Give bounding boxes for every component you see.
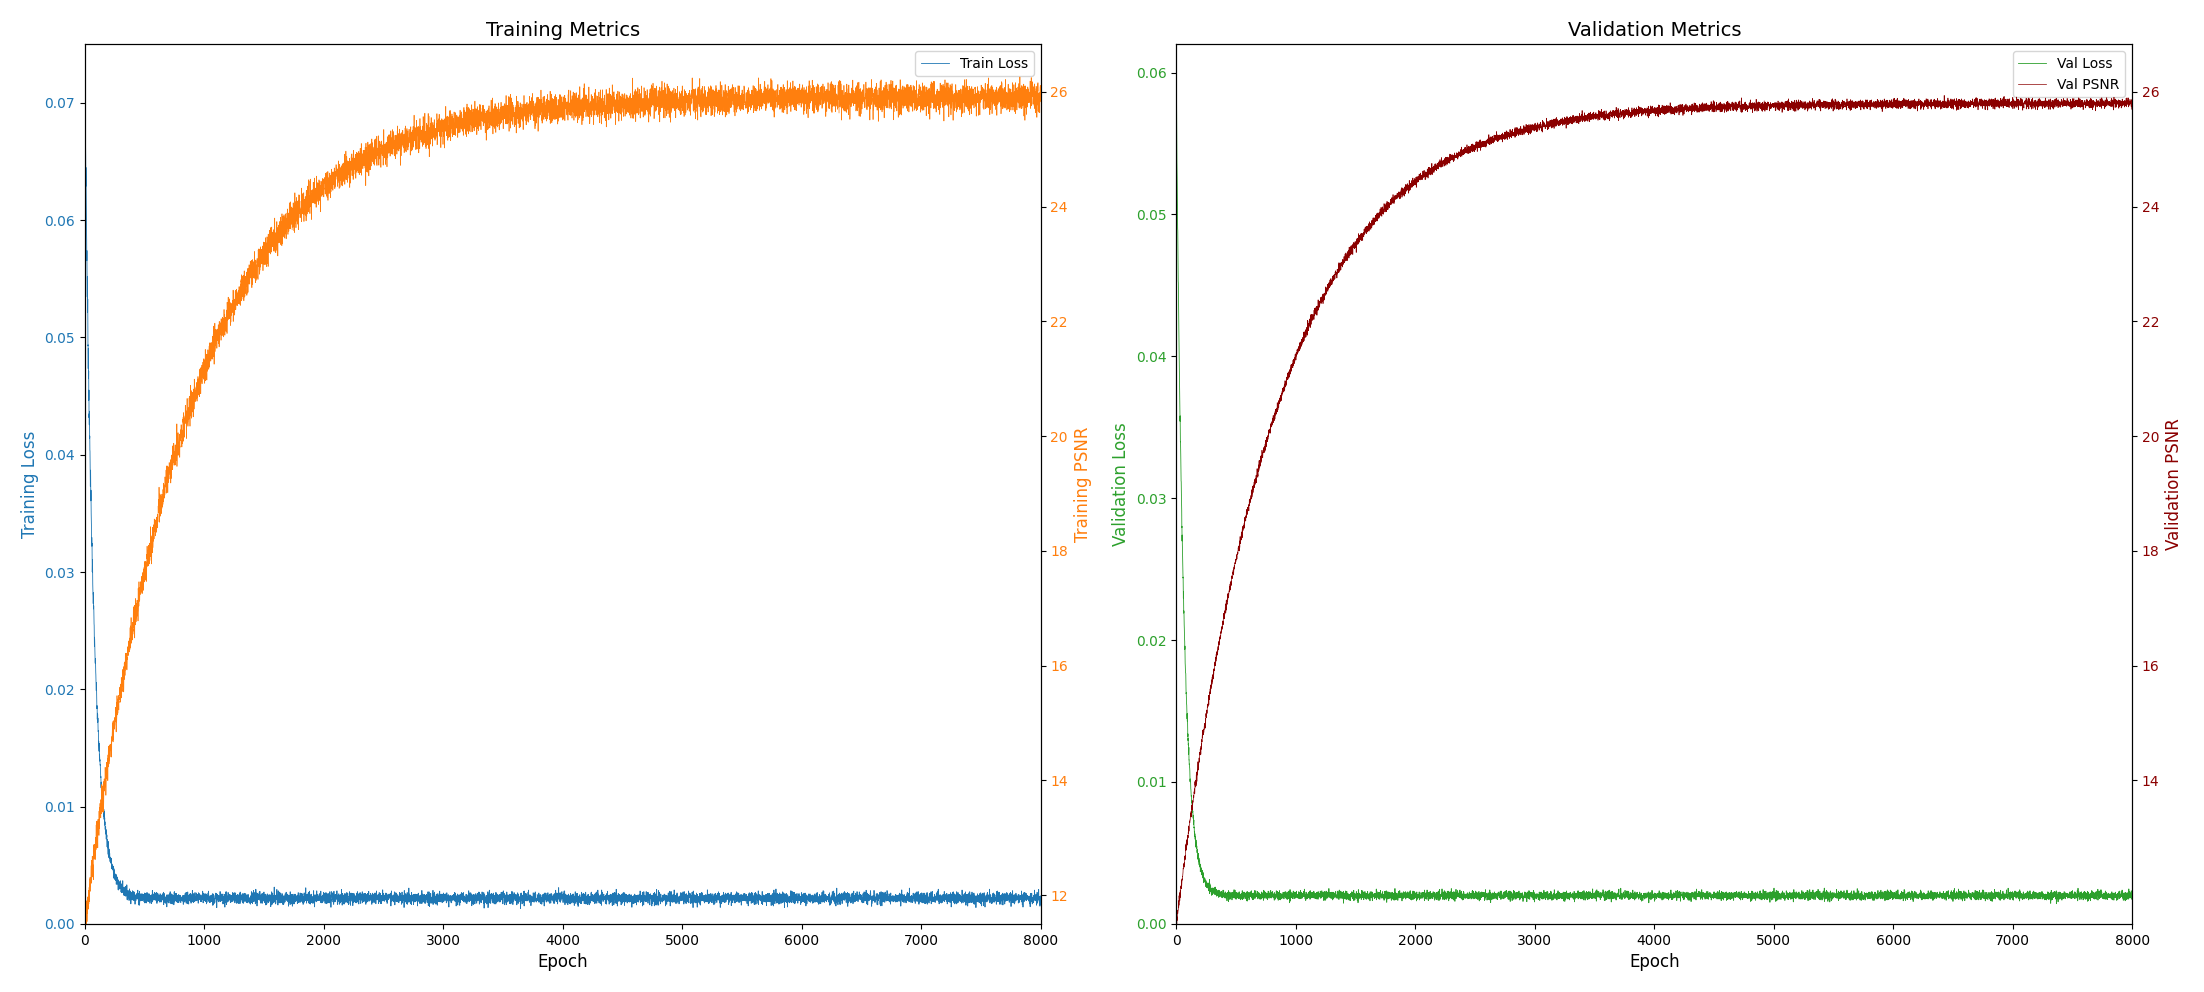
Val Loss	[1510, 893, 1536, 905]
Train PSNR	[119, 625, 145, 637]
Val PSNR	[1728, 100, 1754, 112]
Val Loss	[2043, 898, 2070, 910]
X-axis label: Epoch: Epoch	[538, 953, 588, 971]
Y-axis label: Validation Loss: Validation Loss	[1113, 423, 1131, 546]
Line: Train PSNR: Train PSNR	[86, 77, 1040, 955]
Legend: Train Loss: Train Loss	[915, 52, 1034, 76]
Val PSNR	[1164, 959, 1190, 971]
Val PSNR	[1510, 125, 1536, 137]
Title: Training Metrics: Training Metrics	[485, 21, 639, 40]
Y-axis label: Training PSNR: Training PSNR	[1073, 427, 1091, 542]
Legend: Val Loss, Val PSNR: Val Loss, Val PSNR	[2012, 52, 2125, 97]
Y-axis label: Validation PSNR: Validation PSNR	[2164, 418, 2184, 550]
Val PSNR	[1212, 606, 1239, 618]
Train Loss	[419, 898, 445, 910]
Train Loss	[507, 903, 533, 915]
Train PSNR	[637, 86, 663, 98]
Train Loss	[831, 889, 857, 901]
Val Loss	[1922, 890, 1948, 902]
Val PSNR	[1871, 95, 1898, 107]
Train PSNR	[419, 120, 445, 132]
Train PSNR	[73, 944, 99, 956]
Train Loss	[1027, 890, 1054, 902]
Train PSNR	[1007, 71, 1034, 83]
Title: Validation Metrics: Validation Metrics	[1567, 21, 1741, 40]
Val Loss	[1164, 95, 1190, 107]
Val PSNR	[1931, 89, 1957, 101]
Train Loss	[73, 73, 99, 85]
Val Loss	[1212, 892, 1239, 904]
Train PSNR	[831, 95, 857, 107]
Train Loss	[679, 889, 705, 901]
Line: Train Loss: Train Loss	[86, 79, 1040, 909]
Train Loss	[119, 894, 145, 906]
Val PSNR	[1922, 96, 1948, 108]
Val Loss	[1770, 887, 1796, 899]
X-axis label: Epoch: Epoch	[1629, 953, 1679, 971]
Train Loss	[780, 887, 807, 899]
Y-axis label: Training Loss: Training Loss	[20, 431, 40, 538]
Train PSNR	[1027, 96, 1054, 108]
Train Loss	[637, 888, 663, 900]
Val Loss	[2118, 892, 2144, 904]
Train PSNR	[679, 72, 705, 84]
Line: Val Loss: Val Loss	[1177, 101, 2131, 904]
Train PSNR	[780, 90, 807, 102]
Val PSNR	[2118, 96, 2144, 108]
Line: Val PSNR: Val PSNR	[1177, 95, 2131, 965]
Val PSNR	[1770, 99, 1796, 111]
Val Loss	[1728, 889, 1754, 901]
Val Loss	[1871, 895, 1898, 907]
Train PSNR	[73, 949, 99, 961]
